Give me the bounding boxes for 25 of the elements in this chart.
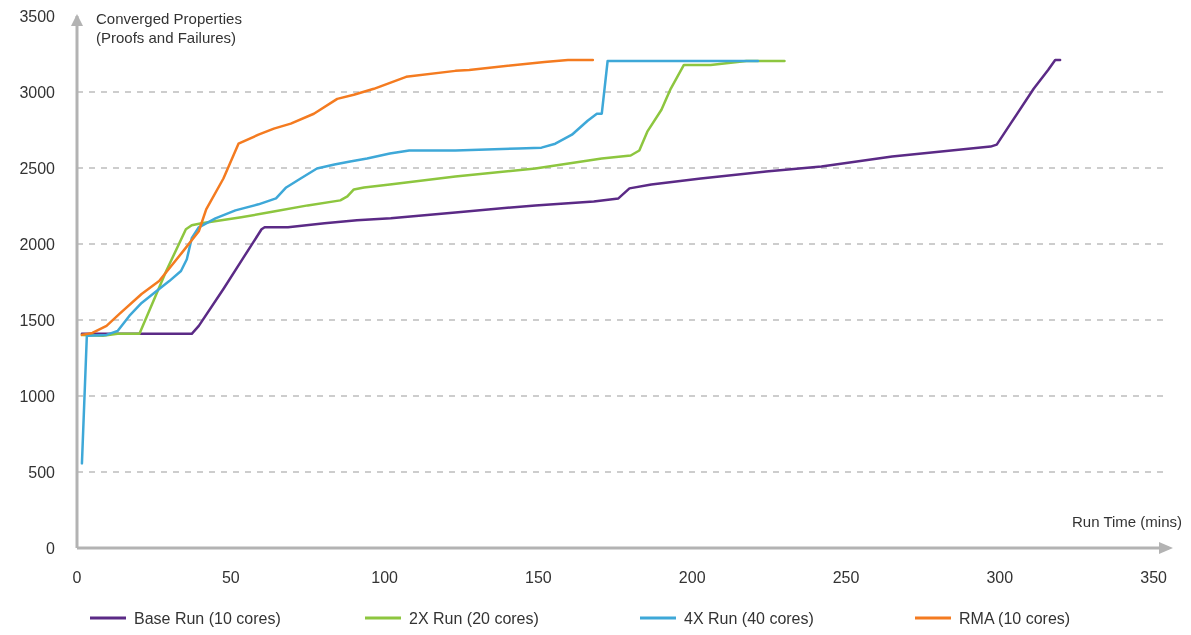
line-series	[80, 59, 760, 465]
legend-label: 4X Run (40 cores)	[684, 609, 814, 627]
y-tick-label: 2000	[19, 235, 56, 253]
legend-label: RMA (10 cores)	[959, 609, 1071, 627]
line-series	[80, 58, 595, 337]
x-tick-label: 0	[72, 569, 82, 586]
x-tick-label: 150	[525, 569, 552, 586]
legend-label: 2X Run (20 cores)	[409, 609, 539, 627]
y-tick-label: 3500	[19, 7, 56, 25]
y-tick-label: 1000	[19, 387, 56, 405]
y-tick-label: 1500	[19, 311, 56, 329]
y-tick-label: 500	[28, 463, 56, 481]
x-axis-title: Run Time (mins)	[1071, 513, 1182, 530]
x-tick-label: 350	[1140, 569, 1168, 586]
legend-label: Base Run (10 cores)	[134, 609, 281, 627]
x-tick-label: 100	[371, 569, 399, 586]
line-series	[80, 58, 1062, 336]
x-tick-label: 250	[832, 569, 860, 586]
y-tick-label: 2500	[19, 159, 56, 177]
x-tick-label: 300	[986, 569, 1014, 586]
y-axis-title: Converged Properties (Proofs and Failures)	[96, 10, 242, 46]
x-tick-label: 200	[678, 569, 706, 586]
y-tick-label: 3000	[19, 83, 56, 101]
x-tick-label: 50	[221, 569, 240, 586]
y-tick-label: 0	[46, 539, 56, 557]
